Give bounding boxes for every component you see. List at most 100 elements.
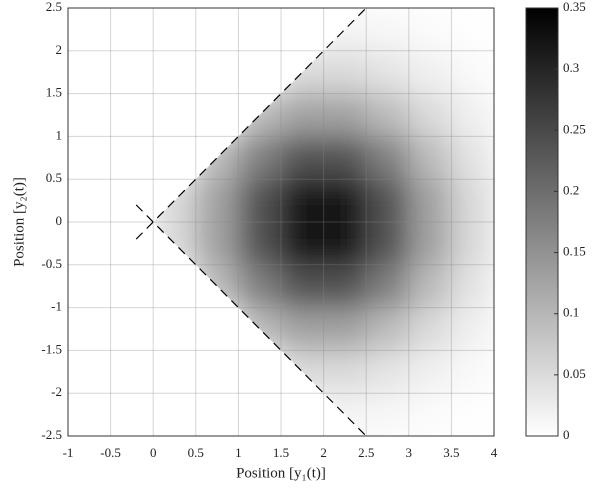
heatmap-cell: [323, 93, 367, 137]
heatmap-cell: [451, 264, 494, 309]
x-tick-label: 1.5: [273, 445, 289, 460]
heatmap-cell: [451, 222, 494, 266]
heatmap-cell: [153, 264, 154, 309]
colorbar-tick-label: 0.2: [563, 182, 579, 197]
heatmap-cell: [68, 308, 111, 351]
heatmap-cell: [153, 93, 197, 137]
y-axis-label: Position [y₂(t)]: [11, 177, 27, 267]
colorbar-tick-label: 0.05: [563, 366, 586, 381]
heatmap-cell: [153, 264, 197, 309]
heatmap-cell: [195, 179, 239, 223]
heatmap-cell: [408, 307, 452, 351]
x-tick-label: 2.5: [358, 445, 374, 460]
heatmap-cell: [366, 8, 410, 52]
heatmap-cell: [323, 179, 367, 223]
heatmap-cell: [281, 136, 325, 180]
heatmap-cell: [153, 50, 154, 95]
heatmap-cell: [238, 136, 282, 180]
heatmap-cell: [68, 136, 111, 179]
heatmap-cell: [408, 264, 452, 309]
heatmap-cell: [323, 136, 367, 180]
y-tick-label: -0.5: [41, 256, 62, 271]
heatmap-cell: [153, 350, 197, 394]
heatmap-cell: [195, 307, 239, 351]
heatmap-cell: [408, 222, 452, 266]
heatmap-cell: [366, 307, 410, 351]
heatmap-cell: [238, 264, 282, 309]
heatmap-cell: [451, 136, 494, 180]
heatmap-cell: [408, 179, 452, 223]
y-tick-label: 0: [56, 213, 63, 228]
heatmap-cell: [323, 222, 367, 266]
heatmap-cell: [238, 8, 282, 52]
heatmap-cell: [408, 50, 452, 95]
heatmap-cell: [323, 307, 367, 351]
x-tick-label: 0: [150, 445, 157, 460]
heatmap-cell: [68, 179, 111, 222]
y-tick-label: -1: [51, 299, 62, 314]
heatmap-cell: [366, 264, 410, 309]
heatmap-cell: [153, 393, 197, 436]
x-tick-label: 3.5: [443, 445, 459, 460]
heatmap-cell: [68, 393, 111, 436]
heatmap-cell: [281, 179, 325, 223]
heatmap-cell: [281, 8, 325, 52]
x-tick-label: -1: [63, 445, 74, 460]
heatmap-cell: [68, 51, 111, 94]
heatmap-cell: [366, 136, 410, 180]
heatmap-cell: [366, 350, 410, 394]
heatmap-cell: [238, 393, 282, 436]
heatmap-cell: [68, 350, 111, 393]
heatmap-cell: [366, 179, 410, 223]
plot-frame: [67, 7, 495, 437]
heatmap-cell: [195, 393, 239, 436]
heatmap-cell: [153, 136, 197, 180]
heatmap-cell: [153, 8, 154, 52]
heatmap-cell: [153, 350, 154, 394]
heatmap-cell: [451, 50, 494, 95]
heatmap-cell: [238, 350, 282, 394]
heatmap-cell: [323, 350, 367, 394]
heatmap-cell: [281, 93, 325, 137]
x-tick-label: 3: [406, 445, 413, 460]
heatmap-cell: [153, 8, 197, 52]
heatmap-cell: [408, 8, 452, 52]
x-axis-label: Position [y₁(t)]: [236, 465, 326, 481]
heatmap-cell: [451, 8, 494, 52]
y-tick-label: 1.5: [46, 85, 62, 100]
heatmap-cell: [366, 93, 410, 137]
x-tick-label: 4: [491, 445, 498, 460]
heatmap-cell: [195, 350, 239, 394]
heatmap-cell: [153, 393, 154, 436]
heatmap-cell: [366, 50, 410, 95]
colorbar-tick-label: 0.25: [563, 121, 586, 136]
heatmap-cell: [281, 222, 325, 266]
heatmap-cell: [238, 179, 282, 223]
y-tick-label: -2: [51, 384, 62, 399]
colorbar: [525, 7, 559, 437]
heatmap-cell: [281, 307, 325, 351]
heatmap-cell: [451, 93, 494, 137]
heatmap-cell: [281, 264, 325, 309]
heatmap-cell: [68, 94, 111, 137]
heatmap-cell: [323, 50, 367, 95]
heatmap-cell: [195, 50, 239, 95]
heatmap-cell: [195, 222, 239, 266]
heatmap-cell: [238, 50, 282, 95]
heatmap-cell: [408, 393, 452, 436]
heatmap-cell: [68, 8, 111, 51]
heatmap-cell: [366, 393, 410, 436]
heatmap-cell: [451, 393, 494, 436]
heatmap-cell: [195, 8, 239, 52]
x-tick-label: 0.5: [188, 445, 204, 460]
heatmap-cell: [153, 307, 154, 351]
y-tick-label: 0.5: [46, 170, 62, 185]
colorbar-tick-label: 0: [563, 427, 570, 442]
heatmap-cell: [408, 136, 452, 180]
heatmap-cell: [153, 307, 197, 351]
heatmap-cell: [366, 222, 410, 266]
y-tick-label: -1.5: [41, 341, 62, 356]
heatmap-cell: [68, 265, 111, 308]
heatmap-cell: [451, 179, 494, 223]
